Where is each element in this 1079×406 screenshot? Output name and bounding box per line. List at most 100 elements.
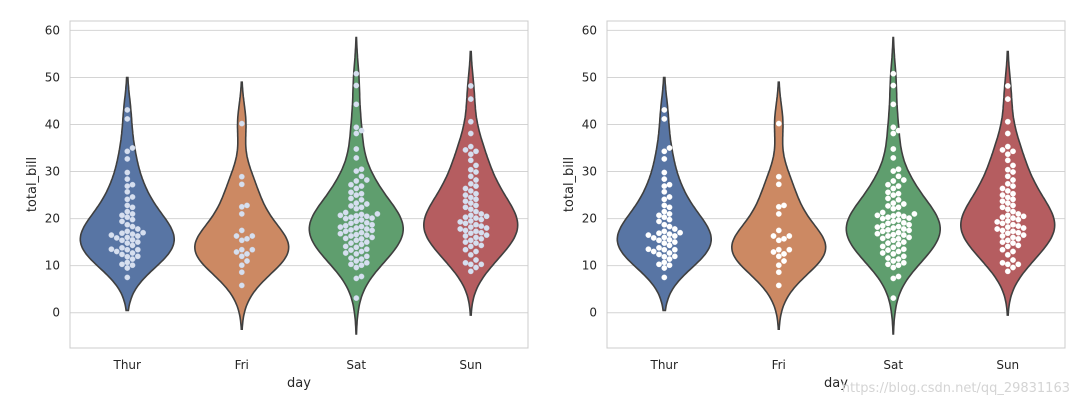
data-point [353, 82, 360, 89]
data-point [233, 249, 240, 255]
y-tick-label: 60 [582, 23, 597, 37]
data-point [134, 246, 141, 253]
data-point [353, 275, 360, 282]
data-point [885, 240, 891, 246]
data-point [1004, 200, 1011, 206]
data-point [462, 233, 469, 239]
data-point [999, 192, 1006, 198]
x-tick-label: Sun [459, 358, 482, 372]
data-point [129, 181, 136, 188]
data-point [348, 255, 354, 261]
data-point [342, 250, 349, 256]
data-point [473, 221, 479, 228]
data-point [890, 205, 897, 212]
data-point [885, 195, 891, 202]
data-point [124, 228, 131, 235]
y-tick-label: 40 [45, 118, 60, 132]
data-point [363, 226, 370, 232]
data-point [342, 243, 349, 250]
data-point [467, 166, 474, 173]
data-point [890, 178, 897, 184]
data-point [999, 227, 1006, 234]
data-point [467, 188, 474, 194]
data-point [462, 204, 469, 211]
data-point [358, 223, 365, 230]
data-point [478, 235, 485, 242]
data-point [656, 261, 662, 268]
data-point [874, 230, 881, 237]
data-point [775, 253, 782, 260]
data-point [885, 233, 891, 239]
data-point [478, 223, 485, 229]
data-point [124, 274, 131, 281]
data-point [906, 215, 912, 221]
data-point [233, 233, 240, 239]
data-point [890, 225, 897, 231]
data-point [999, 239, 1006, 245]
data-point [775, 227, 782, 234]
y-axis-label: total_bill [562, 157, 577, 212]
data-point [129, 216, 136, 223]
data-point [885, 227, 891, 233]
data-point [1015, 223, 1022, 229]
data-point [467, 151, 474, 158]
data-point [124, 208, 131, 215]
data-point [890, 146, 897, 152]
data-point [353, 258, 360, 264]
data-point [238, 181, 245, 188]
data-point [1010, 215, 1016, 221]
data-point [462, 259, 469, 266]
data-point [645, 232, 652, 238]
data-point [661, 196, 668, 203]
data-point [462, 220, 469, 227]
left-violin-chart: 0 10 20 30 40 50 60 Thur Fri Sat Sun day total_bill [25, 20, 529, 391]
data-point [895, 273, 902, 280]
data-point [358, 190, 365, 197]
data-point [656, 230, 662, 237]
data-point [1010, 202, 1016, 209]
data-point [1010, 240, 1016, 246]
data-point [661, 234, 668, 241]
data-point [473, 196, 479, 203]
data-point [473, 208, 479, 215]
data-point [369, 215, 375, 221]
data-point [895, 241, 902, 248]
data-point [1015, 229, 1022, 236]
data-point [890, 212, 897, 219]
data-point [999, 220, 1006, 227]
data-point [483, 213, 490, 220]
data-point [348, 247, 354, 253]
data-point [473, 257, 479, 263]
x-tick-label: Fri [235, 358, 249, 372]
data-point [249, 233, 256, 239]
data-point [129, 262, 136, 269]
data-point [337, 224, 344, 230]
x-tick-label: Sat [883, 358, 903, 372]
data-point [353, 244, 360, 251]
data-point [890, 231, 897, 238]
data-point [786, 246, 793, 253]
data-point [358, 241, 365, 248]
data-point [1010, 234, 1016, 241]
y-tick-label: 0 [52, 306, 60, 320]
data-point [1004, 237, 1011, 244]
data-point [134, 233, 141, 239]
data-point [895, 235, 902, 242]
data-point [342, 235, 349, 242]
y-tick-label: 10 [45, 259, 60, 273]
data-point [666, 236, 673, 243]
data-point [890, 244, 897, 251]
data-point [467, 218, 474, 224]
y-tick-label: 50 [45, 70, 60, 84]
data-point [238, 237, 245, 244]
data-point [467, 173, 474, 180]
data-point [353, 101, 360, 108]
data-point [348, 220, 354, 227]
data-point [363, 239, 370, 245]
data-point [238, 211, 245, 217]
data-point [119, 218, 125, 225]
data-point [473, 240, 479, 246]
data-point [1004, 251, 1011, 258]
data-point [906, 221, 912, 228]
data-point [879, 243, 886, 250]
